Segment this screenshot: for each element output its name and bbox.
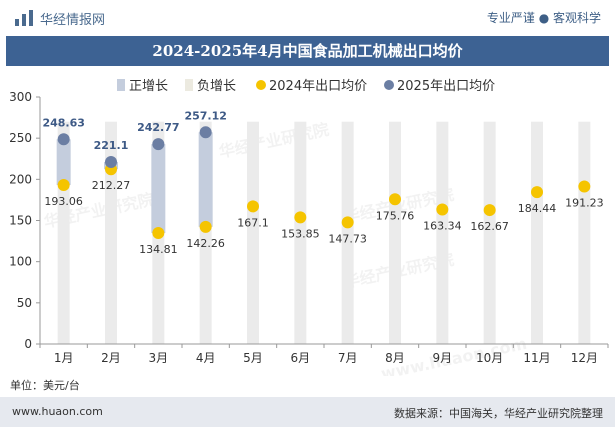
legend: 正增长 负增长 2024年出口均价 2025年出口均价 <box>117 79 495 94</box>
tagline: 专业严谨 ● 客观科学 <box>486 11 601 25</box>
background-column <box>531 121 543 344</box>
data-label-2024: 134.81 <box>139 243 178 256</box>
data-label-2025: 242.77 <box>137 121 179 134</box>
y-tick-label: 250 <box>9 131 32 145</box>
legend-negative-label: 负增长 <box>197 79 236 94</box>
point-2025 <box>152 138 165 151</box>
bar-chart-logo-icon <box>15 10 33 26</box>
data-label-2024: 175.76 <box>376 209 415 222</box>
background-column <box>483 121 496 344</box>
legend-2025-label: 2025年出口均价 <box>397 79 495 94</box>
x-tick-label: 12月 <box>571 351 598 365</box>
data-label-2024: 147.73 <box>328 232 367 245</box>
background-column <box>389 121 401 344</box>
point-2025 <box>199 126 212 139</box>
data-label-2024: 162.67 <box>470 220 509 233</box>
point-2024 <box>483 204 496 217</box>
x-tick-label: 1月 <box>54 351 74 365</box>
x-tick-label: 5月 <box>243 351 263 365</box>
x-tick-label: 10月 <box>476 351 503 365</box>
legend-positive-swatch <box>117 79 125 91</box>
background-columns <box>57 121 591 344</box>
unit-label: 单位：美元/台 <box>10 379 80 392</box>
point-2024 <box>152 227 165 240</box>
legend-2024-marker <box>256 80 266 90</box>
chart-title: 2024-2025年4月中国食品加工机械出口均价 <box>6 36 609 66</box>
x-tick-label: 4月 <box>196 351 216 365</box>
data-label-2025: 257.12 <box>184 109 226 122</box>
background-column <box>436 121 449 344</box>
data-label-2025: 248.63 <box>42 116 84 129</box>
y-tick-label: 0 <box>24 337 32 351</box>
point-2024 <box>436 203 449 216</box>
point-2024 <box>531 186 543 199</box>
y-tick-label: 150 <box>9 214 32 228</box>
x-tick-label: 2月 <box>101 351 121 365</box>
data-label-2025: 221.1 <box>94 139 129 152</box>
data-label-2024: 212.27 <box>92 179 131 192</box>
point-2025 <box>57 133 70 146</box>
data-label-2024: 167.1 <box>237 216 269 229</box>
y-tick-label: 200 <box>9 172 32 186</box>
background-column <box>341 121 354 344</box>
footer: www.huaon.com 数据来源：中国海关，华经产业研究院整理 <box>0 397 615 427</box>
point-2024 <box>341 216 354 229</box>
legend-negative-swatch <box>185 79 193 91</box>
background-column <box>247 121 259 344</box>
footer-source: 数据来源：中国海关，华经产业研究院整理 <box>394 407 603 420</box>
x-tick-label: 11月 <box>523 351 550 365</box>
point-2024 <box>247 200 259 213</box>
x-tick-label: 9月 <box>433 351 453 365</box>
point-2024 <box>57 179 70 192</box>
point-2024 <box>578 180 591 193</box>
data-label-2024: 142.26 <box>186 237 225 250</box>
y-tick-label: 50 <box>17 296 32 310</box>
data-label-2024: 184.44 <box>518 202 557 215</box>
background-column <box>105 121 117 344</box>
data-label-2024: 153.85 <box>281 227 320 240</box>
y-tick-label: 100 <box>9 255 32 269</box>
point-2024 <box>294 211 307 224</box>
background-column <box>578 121 591 344</box>
data-labels: 193.06 212.27 134.81 142.26 167.1 153.85 147.7… <box>42 109 603 256</box>
y-tick-label: 300 <box>9 90 32 104</box>
data-points <box>57 126 591 240</box>
top-bar: 华经情报网 专业严谨 ● 客观科学 <box>0 0 615 36</box>
brand-name[interactable]: 华经情报网 <box>40 13 106 28</box>
x-tick-label: 3月 <box>149 351 169 365</box>
positive-change-bar <box>198 132 213 227</box>
footer-url[interactable]: www.huaon.com <box>12 405 103 418</box>
change-bars <box>56 132 213 234</box>
background-column <box>294 121 307 344</box>
point-2024 <box>199 220 212 233</box>
point-2025 <box>105 155 117 168</box>
legend-positive-label: 正增长 <box>129 79 168 94</box>
positive-change-bar <box>56 139 71 186</box>
data-label-2024: 163.34 <box>423 220 462 233</box>
watermark-text: 华经产业研究院 <box>217 120 331 162</box>
x-tick-label: 7月 <box>338 351 358 365</box>
data-label-2024: 191.23 <box>565 197 604 210</box>
legend-2025-marker <box>384 80 394 90</box>
positive-change-bar <box>151 144 166 234</box>
point-2024 <box>389 193 401 206</box>
x-axis: 1月 2月 3月 4月 5月 6月 7月 8月 9月 10月 11月 12月 <box>39 343 609 365</box>
legend-2024-label: 2024年出口均价 <box>269 79 367 94</box>
y-axis: 0 50 100 150 200 250 300 <box>9 90 41 351</box>
data-label-2024: 193.06 <box>44 195 83 208</box>
x-tick-label: 8月 <box>385 351 405 365</box>
chart-area: 华经产业研究院华经产业研究院华经产业研究院华经产业研究院www.huaon.co… <box>9 79 609 376</box>
x-tick-label: 6月 <box>291 351 311 365</box>
